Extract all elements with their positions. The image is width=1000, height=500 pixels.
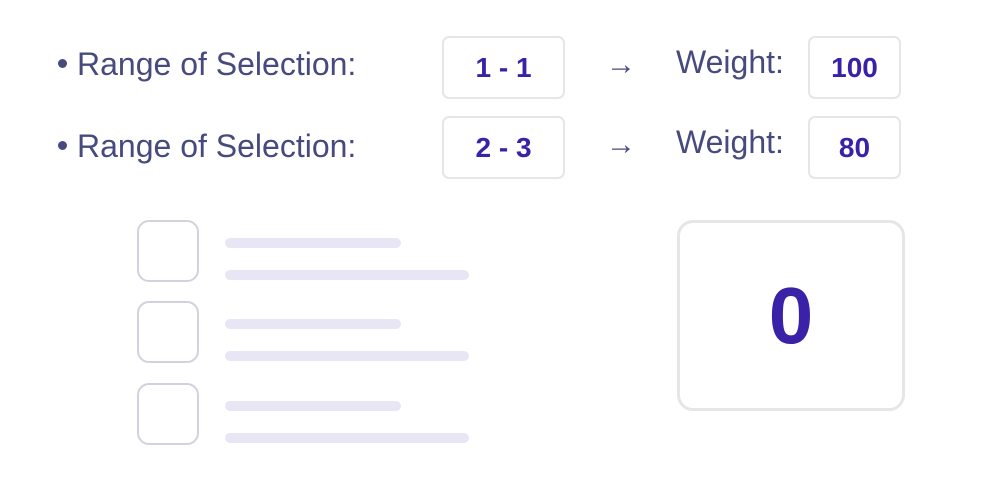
rule-1-range-field[interactable]: 1 - 1 xyxy=(442,36,565,99)
option-2-text-placeholder xyxy=(225,351,469,361)
rule-label-text: Range of Selection: xyxy=(77,128,357,164)
rule-1-label: Range of Selection: xyxy=(58,48,356,80)
rule-2-weight-label: Weight: xyxy=(676,124,784,160)
score-display: 0 xyxy=(677,220,905,411)
bullet-icon xyxy=(58,141,67,151)
option-1-checkbox[interactable] xyxy=(137,220,199,282)
option-2-title-placeholder xyxy=(225,319,401,329)
rule-2-range-field[interactable]: 2 - 3 xyxy=(442,116,565,179)
bullet-icon xyxy=(58,59,67,69)
option-3-checkbox[interactable] xyxy=(137,383,199,445)
rule-1-weight-label: Weight: xyxy=(676,44,784,80)
option-3-text-placeholder xyxy=(225,433,469,443)
rule-2-weight-field[interactable]: 80 xyxy=(808,116,901,179)
rule-label-text: Range of Selection: xyxy=(77,46,357,82)
rule-2-label: Range of Selection: xyxy=(58,130,356,162)
option-1-text-placeholder xyxy=(225,270,469,280)
option-3-title-placeholder xyxy=(225,401,401,411)
rule-1-weight-field[interactable]: 100 xyxy=(808,36,901,99)
option-2-checkbox[interactable] xyxy=(137,301,199,363)
option-1-title-placeholder xyxy=(225,238,401,248)
arrow-right-icon: → xyxy=(606,48,636,81)
arrow-right-icon: → xyxy=(606,128,636,161)
